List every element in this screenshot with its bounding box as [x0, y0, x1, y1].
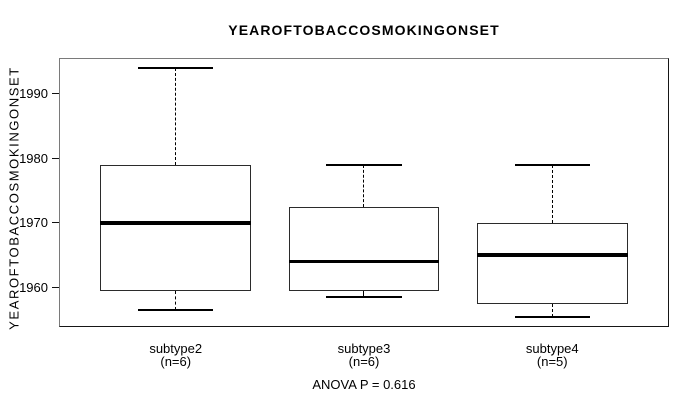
median-line [476, 253, 628, 257]
whisker-lower [363, 290, 365, 298]
y-tick [52, 222, 59, 224]
y-tick-label: 1970 [19, 215, 48, 231]
group-sublabel-text: (n=5) [536, 354, 568, 369]
median-line [100, 221, 252, 225]
whisker-lower [551, 303, 553, 317]
group-label-subtype4: subtype4 (n=5) [462, 341, 642, 369]
group-sublabel-text: (n=6) [348, 354, 380, 369]
whisker-upper [551, 164, 553, 223]
group-label-text: subtype2 [149, 341, 203, 356]
y-tick-label: 1990 [19, 86, 48, 102]
group-sublabel-text: (n=6) [160, 354, 192, 369]
group-label-subtype2: subtype2 (n=6) [86, 341, 266, 369]
chart-title: YEAROFTOBACCOSMOKINGONSET [228, 22, 500, 38]
whisker-cap-upper [514, 163, 590, 166]
whisker-upper [363, 164, 365, 207]
whisker-cap-upper [138, 66, 214, 69]
whisker-cap-lower [514, 315, 590, 318]
y-tick [52, 286, 59, 289]
anova-annotation: ANOVA P = 0.616 [312, 377, 416, 392]
median-line [288, 259, 440, 264]
y-tick [52, 157, 59, 159]
y-tick [52, 92, 59, 95]
group-label-subtype3: subtype3 (n=6) [274, 341, 454, 369]
y-tick-label: 1980 [19, 150, 48, 166]
boxplot-box [476, 222, 628, 304]
whisker-cap-lower [326, 296, 402, 299]
boxplot-box [288, 206, 440, 291]
whisker-upper [174, 67, 176, 165]
group-label-text: subtype4 [525, 341, 579, 356]
whisker-cap-upper [326, 163, 402, 166]
whisker-cap-lower [138, 309, 214, 312]
whisker-lower [174, 290, 176, 311]
group-label-text: subtype3 [337, 341, 391, 356]
y-tick-label: 1960 [19, 280, 48, 296]
boxplot-box [100, 164, 252, 291]
